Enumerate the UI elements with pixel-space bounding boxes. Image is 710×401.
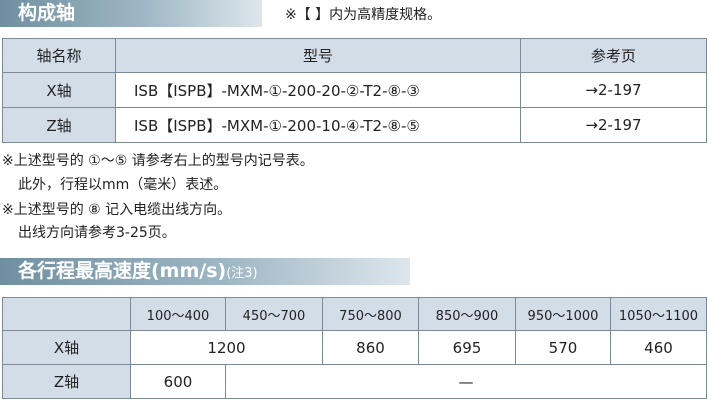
header: 轴名称 xyxy=(2,38,116,73)
header: 850～900 xyxy=(418,297,516,331)
header: 950～1000 xyxy=(515,297,611,331)
section-title: 各行程最高速度(mm/s) xyxy=(18,260,227,282)
header: 参考页 xyxy=(520,38,707,73)
note: 出线方向请参考3-25页。 xyxy=(18,225,176,241)
axis-label: Z轴 xyxy=(2,107,116,143)
header: 450～700 xyxy=(225,297,323,331)
header: 型号 xyxy=(115,38,521,73)
section-note: (注3) xyxy=(226,266,258,281)
speed: 460 xyxy=(610,330,707,365)
section-title: 构成轴 xyxy=(18,2,76,24)
axis-label: Z轴 xyxy=(2,364,131,399)
header: 750～800 xyxy=(322,297,419,331)
axis-table: 轴名称 型号 参考页 X轴 ISB【ISPB】-MXM-①-200-20-②-T2-⑧… xyxy=(2,38,707,143)
note: ※上述型号的 ⑧ 记入电缆出线方向。 xyxy=(2,202,232,218)
section-header: 构成轴 xyxy=(0,0,262,27)
speed: 1200 xyxy=(130,330,323,365)
note: 此外，行程以mm（毫米）表述。 xyxy=(18,177,228,193)
header: 100～400 xyxy=(130,297,226,331)
note: ※上述型号的 ①～⑤ 请参考右上的型号内记号表。 xyxy=(2,153,314,169)
model: ISB【ISPB】-MXM-①-200-20-②-T2-⑧-③ xyxy=(115,72,521,108)
speed: 860 xyxy=(322,330,419,365)
header: 1050～1100 xyxy=(610,297,707,331)
speed: — xyxy=(225,364,707,399)
model: ISB【ISPB】-MXM-①-200-10-④-T2-⑧-⑤ xyxy=(115,107,521,143)
speed-table: 100～400 450～700 750～800 850～900 950～1000… xyxy=(2,297,707,399)
corner xyxy=(2,297,131,331)
axis-label: X轴 xyxy=(2,330,131,365)
speed: 695 xyxy=(418,330,516,365)
speed: 570 xyxy=(515,330,611,365)
spec-note: ※【 】内为高精度规格。 xyxy=(285,7,442,23)
section-header: 各行程最高速度(mm/s)(注3) xyxy=(0,258,410,285)
speed: 600 xyxy=(130,364,226,399)
ref-page: →2-197 xyxy=(520,72,707,108)
axis-label: X轴 xyxy=(2,72,116,108)
ref-page: →2-197 xyxy=(520,107,707,143)
